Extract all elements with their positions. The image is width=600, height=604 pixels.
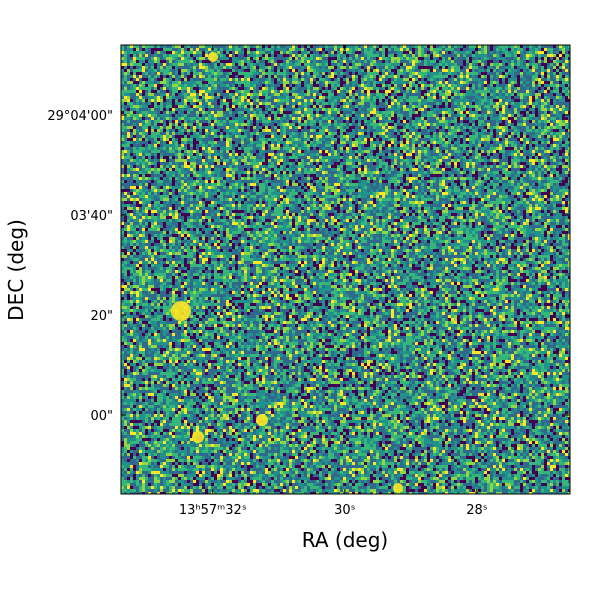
image-pixels: [121, 45, 570, 494]
image-pixels: [121, 45, 570, 494]
x-axis-label: RA (deg): [302, 528, 388, 552]
y-tick-label: 20": [90, 309, 113, 324]
x-tick-label: 13ʰ57ᵐ32ˢ: [179, 503, 247, 518]
source: [393, 483, 403, 493]
image-pixels: [121, 45, 570, 494]
y-tick-label: 00": [90, 409, 113, 424]
source: [256, 414, 268, 426]
y-tick-label: 29°04'00": [47, 109, 113, 124]
y-axis-label: DEC (deg): [4, 219, 28, 321]
source: [171, 301, 191, 321]
y-tick-label: 03'40": [70, 209, 113, 224]
plot-frame: [120, 44, 571, 495]
source: [208, 52, 218, 62]
image-pixels: [121, 45, 570, 494]
source: [192, 431, 204, 443]
image: [121, 45, 570, 494]
x-tick-label: 28ˢ: [466, 503, 488, 518]
image-pixels: [121, 45, 570, 494]
x-tick-label: 30ˢ: [334, 503, 356, 518]
